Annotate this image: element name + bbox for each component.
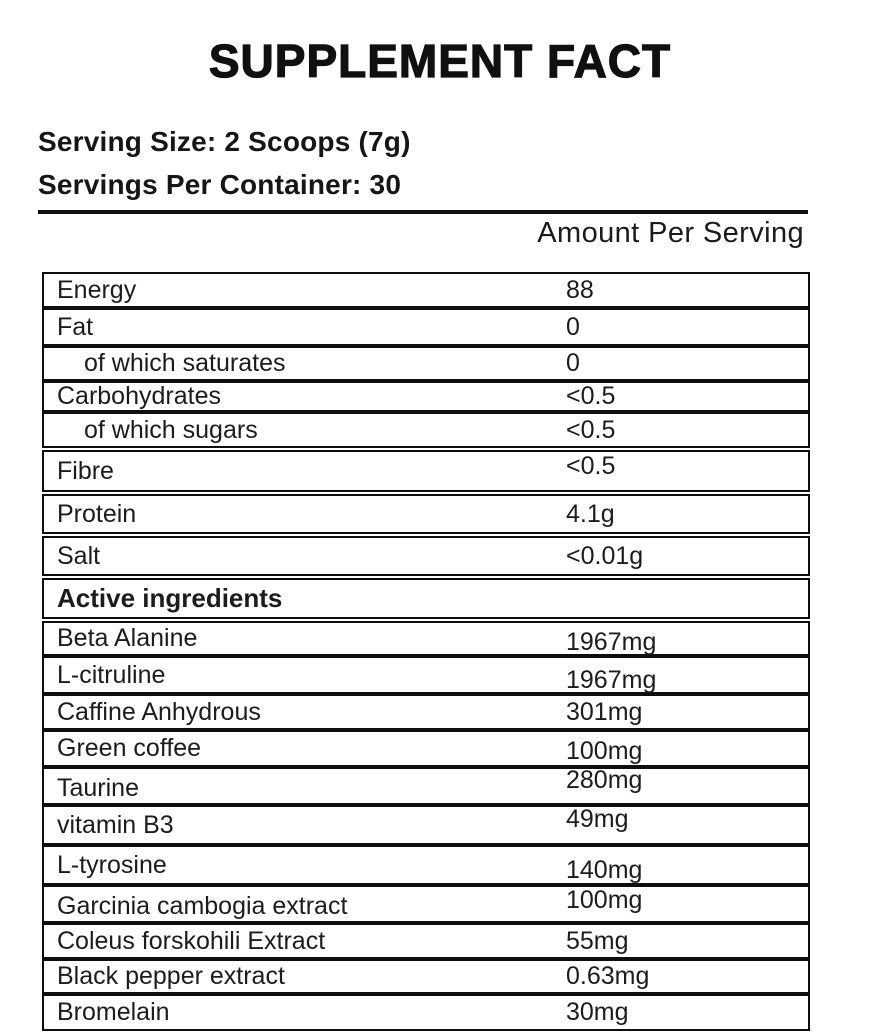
row-value: 140mg [566,855,643,884]
row-label: of which saturates [84,349,286,377]
row-label: L-tyrosine [57,850,167,879]
row-value: 4.1g [566,499,615,528]
row-label: Taurine [57,773,139,802]
table-row: L-tyrosine 140mg [42,845,810,885]
row-value: 0 [566,349,580,377]
row-value: <0.5 [566,415,616,444]
table-row: Taurine 280mg [42,765,810,805]
table-row: Fibre <0.5 [42,450,810,492]
row-label: Energy [57,275,137,304]
page-title: SUPPLEMENT FACT [208,34,672,87]
row-value: 49mg [566,804,629,833]
table-row: vitamin B3 49mg [42,805,810,845]
row-value: 100mg [566,885,643,914]
row-label: vitamin B3 [57,810,174,839]
table-row: Green coffee 100mg [42,730,810,767]
serving-size-line: Serving Size: 2 Scoops (7g) [38,126,411,157]
table-row: Carbohydrates <0.5 [42,381,810,412]
serving-info: Serving Size: 2 Scoops (7g) Servings Per… [38,120,880,206]
amount-per-serving-header: Amount Per Serving [537,216,804,249]
table-row: Energy 88 [42,272,810,308]
row-value: 0.63mg [566,962,650,990]
row-label: Carbohydrates [57,382,221,410]
row-label: Green coffee [57,734,202,762]
table-row: Black pepper extract 0.63mg [42,959,810,994]
row-value: 100mg [566,737,643,765]
row-label: Salt [57,541,101,570]
row-label: Protein [57,499,137,528]
row-label: Active ingredients [57,583,283,613]
table-section-row: Active ingredients [42,578,810,619]
row-value: 1967mg [566,628,657,656]
table-row: Garcinia cambogia extract 100mg [42,885,810,923]
row-label: Fibre [57,456,114,485]
row-label: Beta Alanine [57,624,198,652]
row-label: Coleus forskohili Extract [57,926,326,955]
divider-rule [38,210,808,214]
row-value: 30mg [566,998,629,1026]
table-row: of which sugars <0.5 [42,412,810,448]
row-label: Bromelain [57,998,170,1026]
table-row: Caffine Anhydrous 301mg [42,694,810,730]
row-value: <0.5 [566,382,616,410]
row-value: 301mg [566,697,643,726]
row-label: Garcinia cambogia extract [57,891,348,920]
row-value: <0.5 [566,451,616,480]
table-row: of which saturates 0 [42,346,810,381]
servings-per-container-line: Servings Per Container: 30 [38,169,402,200]
row-label: Fat [57,312,94,341]
row-label: Black pepper extract [57,962,285,990]
row-label: L-citruline [57,660,166,689]
row-value: 88 [566,275,594,304]
row-value: <0.01g [566,541,644,570]
row-label: of which sugars [84,415,258,444]
row-value: 1967mg [566,665,657,694]
row-value: 0 [566,312,580,341]
table-row: Salt <0.01g [42,536,810,576]
table-row: Coleus forskohili Extract 55mg [42,923,810,959]
table-row: Protein 4.1g [42,494,810,534]
row-value: 55mg [566,926,629,955]
table-row: Beta Alanine 1967mg [42,621,810,656]
facts-table: Energy 88 Fat 0 of which saturates 0 Carbohydr… [42,272,810,1031]
supplement-facts-label: SUPPLEMENT FACT Serving Size: 2 Scoops (… [0,34,880,1034]
row-label: Caffine Anhydrous [57,697,261,726]
table-row: L-citruline 1967mg [42,656,810,694]
table-row: Fat 0 [42,308,810,346]
row-value: 280mg [566,765,643,794]
